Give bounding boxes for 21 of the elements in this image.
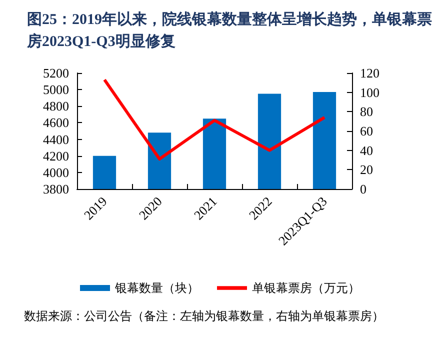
y2-tick-label: 60 xyxy=(360,124,373,138)
y2-tick-label: 120 xyxy=(360,66,380,80)
y-tick-label: 4200 xyxy=(43,148,69,164)
y-tick-label: 5200 xyxy=(43,66,69,80)
y-tick-label: 4600 xyxy=(43,115,69,130)
chart-title: 图25：2019年以来，院线银幕数量整体呈增长趋势，单银幕票房2023Q1-Q3明显修复 xyxy=(26,11,432,50)
x-tick-label: 2021 xyxy=(190,194,220,223)
y2-tick-label: 100 xyxy=(360,84,380,100)
y-tick-label: 4000 xyxy=(43,164,69,180)
y-tick-label: 5000 xyxy=(43,82,69,98)
legend-label: 银幕数量（块） xyxy=(114,281,199,295)
y2-tick-label: 80 xyxy=(360,104,373,120)
line-series xyxy=(103,78,326,161)
y-tick-label: 4400 xyxy=(43,132,69,147)
y2-tick-label: 20 xyxy=(360,162,373,178)
y2-tick-label: 40 xyxy=(360,142,373,158)
legend-label: 单银幕票房（万元） xyxy=(252,281,360,295)
source-note: 数据来源：公司公告（备注：左轴为银幕数量，右轴为单银幕票房） xyxy=(24,309,384,323)
y-tick-label: 3800 xyxy=(43,182,69,196)
y-tick-label: 4800 xyxy=(43,98,69,114)
y2-tick-label: 0 xyxy=(360,182,366,196)
